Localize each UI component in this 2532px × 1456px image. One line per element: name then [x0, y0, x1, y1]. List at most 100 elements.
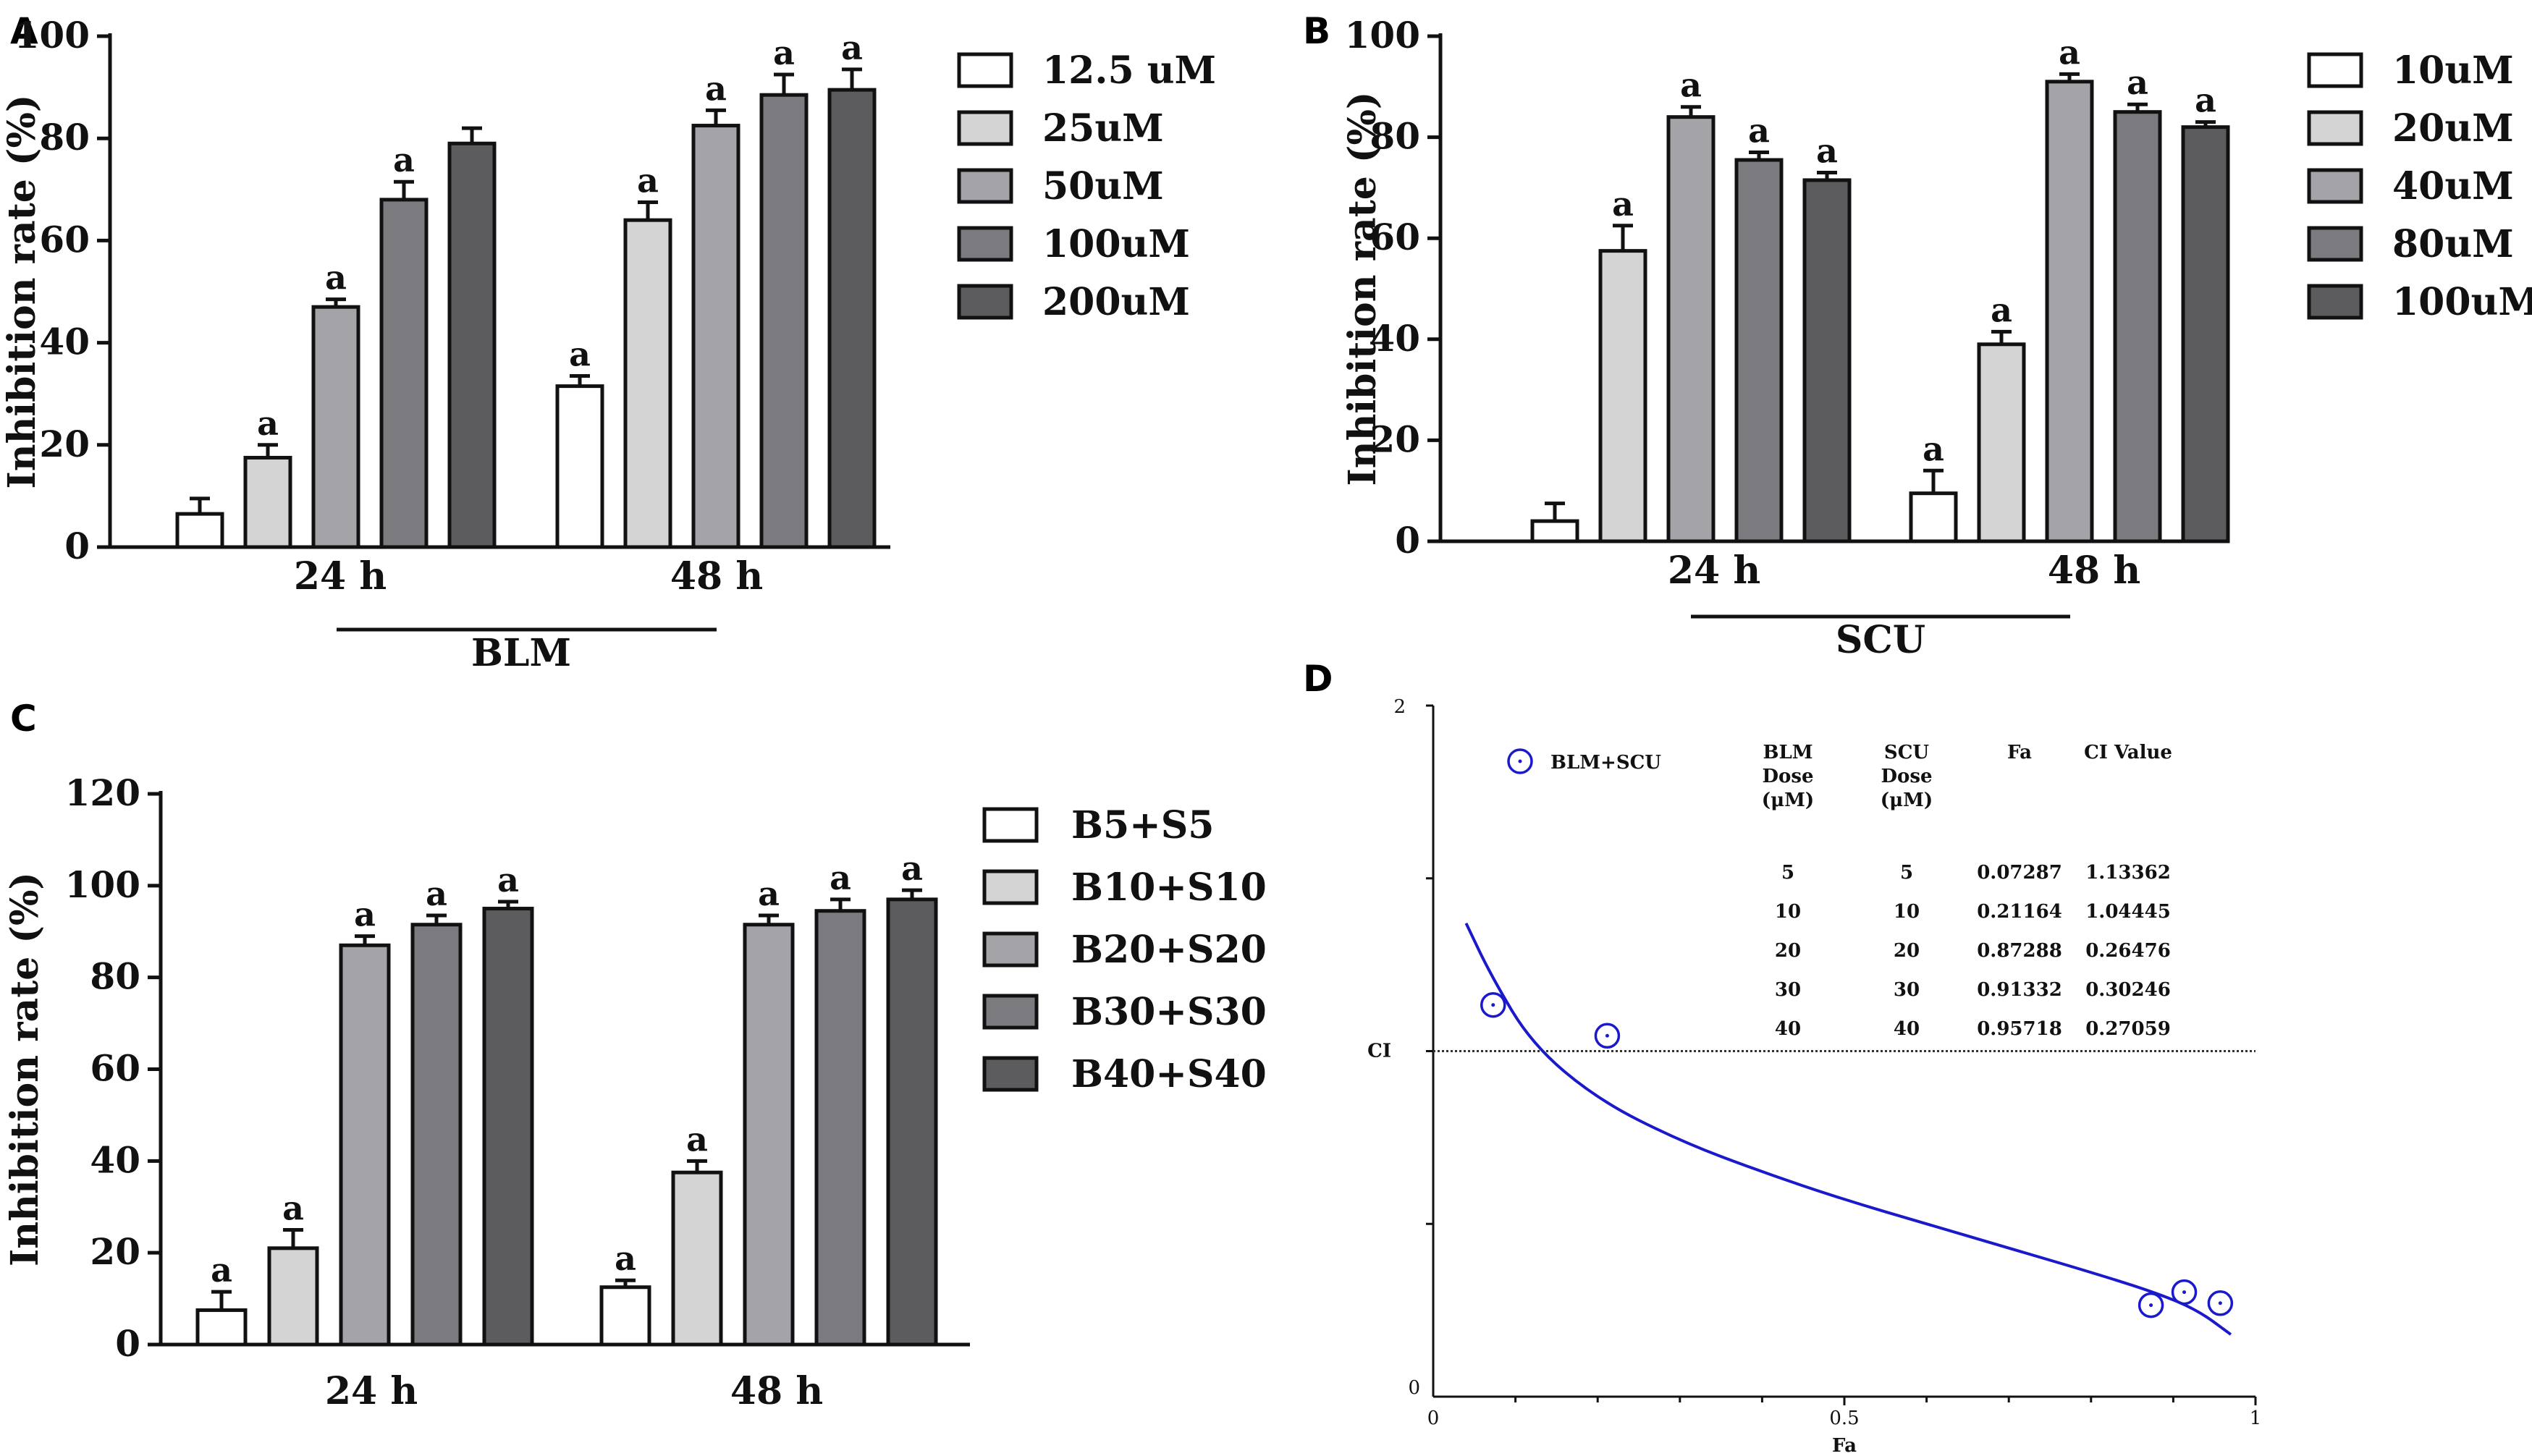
legend-swatch — [957, 226, 1013, 262]
legend-label: B5+S5 — [1071, 803, 1214, 847]
bar — [1802, 178, 1852, 543]
legend-label: 80uM — [2392, 222, 2514, 266]
bar — [1598, 249, 1647, 543]
legend-label: 10uM — [2392, 48, 2514, 93]
x-category-label: 48 h — [730, 1369, 823, 1413]
panel-label: A — [10, 10, 38, 52]
table-header: SCU — [1884, 742, 1929, 763]
legend-marker — [1507, 748, 1533, 774]
y-tick-label: 60 — [90, 1047, 140, 1090]
bar — [743, 923, 795, 1347]
legend-label: B20+S20 — [1071, 928, 1267, 972]
bar — [1977, 342, 2026, 543]
legend-swatch — [957, 168, 1013, 204]
legend-label: 50uM — [1042, 164, 1164, 208]
panel-label: B — [1303, 10, 1330, 52]
table-cell: 30 — [1894, 979, 1920, 1001]
y-axis-title: Inhibition rate (%) — [1341, 91, 1385, 486]
y-tick-label: 40 — [1370, 317, 1420, 360]
significance-label: a — [1923, 429, 1944, 468]
bar — [599, 1285, 651, 1347]
significance-label: a — [901, 849, 923, 888]
table-cell: 0.21164 — [1977, 901, 2062, 923]
y-tick-label: 100 — [65, 863, 140, 906]
bar — [311, 305, 360, 549]
data-point — [2207, 1290, 2234, 1316]
significance-label: a — [282, 1188, 304, 1227]
legend-swatch — [982, 994, 1039, 1030]
x-category-label: 48 h — [670, 554, 763, 598]
bar — [555, 384, 604, 549]
x-tick-label: 1 — [2250, 1408, 2262, 1429]
legend-swatch — [957, 110, 1013, 146]
panel-label: C — [10, 698, 37, 740]
table-cell: 20 — [1775, 940, 1801, 962]
legend-label: B30+S30 — [1071, 990, 1267, 1034]
significance-label: a — [393, 140, 415, 179]
y-tick-label: 20 — [1370, 418, 1420, 460]
x-tick-label: 0 — [1427, 1408, 1440, 1429]
bar — [243, 455, 292, 549]
y-tick-label: 40 — [39, 321, 90, 363]
legend-label: 12.5 uM — [1042, 48, 1216, 93]
x-category-label: 48 h — [2048, 549, 2140, 593]
table-cell: 0.95718 — [1977, 1018, 2062, 1040]
legend-swatch — [957, 284, 1013, 320]
x-tick-label: 0.5 — [1829, 1408, 1859, 1429]
table-cell: 0.91332 — [1977, 979, 2062, 1001]
significance-label: a — [497, 860, 519, 900]
table-cell: 40 — [1894, 1018, 1920, 1040]
x-category-label: 24 h — [294, 554, 387, 598]
bar — [1530, 519, 1579, 543]
y-axis-title: CI — [1367, 1041, 1391, 1062]
table-cell: 0.26476 — [2085, 940, 2171, 962]
table-cell: 0.87288 — [1977, 940, 2062, 962]
significance-label: a — [2195, 81, 2216, 120]
legend-swatch — [2307, 226, 2363, 262]
bar — [827, 88, 877, 549]
table-header: Dose — [1881, 766, 1932, 787]
data-point-center — [2149, 1303, 2153, 1308]
y-tick-label: 0 — [1395, 519, 1420, 562]
legend-label: 200uM — [1042, 280, 1190, 324]
data-point — [1480, 991, 1506, 1018]
y-tick-label: 80 — [39, 116, 90, 158]
y-tick-label: 120 — [65, 771, 140, 814]
legend-swatch — [982, 931, 1039, 968]
table-header: Fa — [2007, 742, 2032, 763]
legend-label: 20uM — [2392, 106, 2514, 151]
significance-label: a — [354, 895, 376, 934]
bar — [195, 1308, 248, 1347]
table-cell: 5 — [1900, 862, 1913, 884]
legend-label: 40uM — [2392, 164, 2514, 208]
significance-label: a — [830, 858, 851, 897]
significance-label: a — [211, 1250, 232, 1290]
bar — [339, 943, 391, 1347]
data-point — [2171, 1279, 2198, 1305]
table-cell: 1.13362 — [2085, 862, 2171, 884]
bar — [447, 141, 497, 549]
data-point — [1594, 1023, 1621, 1049]
table-header: Dose — [1762, 766, 1813, 787]
x-axis-title: Fa — [1832, 1435, 1857, 1453]
significance-label: a — [569, 334, 591, 373]
bar — [1909, 491, 1958, 543]
significance-label: a — [686, 1119, 708, 1159]
group-label: SCU — [1836, 618, 1925, 662]
y-tick-label: 100 — [14, 14, 90, 56]
data-point-center — [1605, 1033, 1609, 1038]
y-axis-title: Inhibition rate (%) — [3, 872, 47, 1266]
bar — [814, 909, 866, 1347]
legend-swatch — [982, 869, 1039, 905]
table-cell: 30 — [1775, 979, 1801, 1001]
legend-label: BLM+SCU — [1550, 752, 1661, 774]
significance-label: a — [1612, 185, 1634, 224]
table-cell: 0.27059 — [2085, 1018, 2171, 1040]
significance-label: a — [637, 161, 659, 200]
panel-a-bar-chart: A 0 20 40 60 80 100 Inhibition rate (%) a a a a a a a a… — [0, 10, 1216, 675]
bar — [2113, 110, 2162, 543]
table-header: CI Value — [2084, 742, 2172, 763]
table-cell: 1.04445 — [2085, 901, 2171, 923]
significance-label: a — [1748, 111, 1770, 151]
data-point-center — [2218, 1301, 2222, 1305]
